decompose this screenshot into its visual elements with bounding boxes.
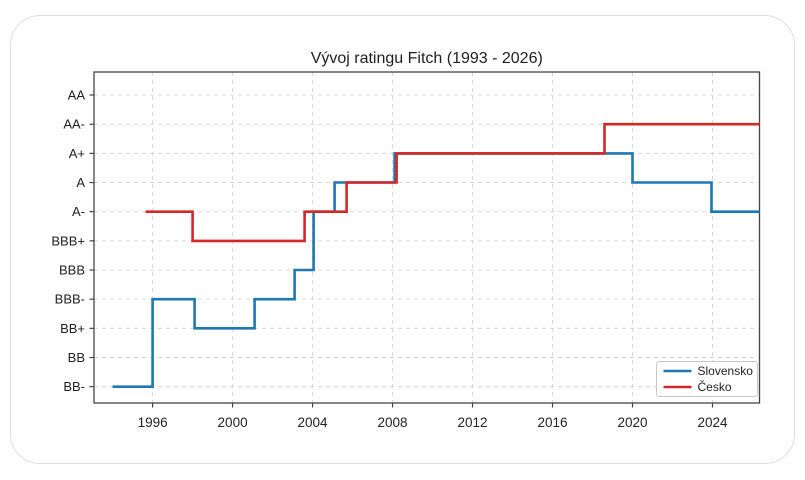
tick-marks <box>89 94 714 408</box>
x-tick-label: 2000 <box>218 415 248 430</box>
y-tick-label: BBB+ <box>51 233 85 248</box>
x-tick-label: 2024 <box>697 415 728 430</box>
x-tick-label: 2008 <box>378 415 408 430</box>
series-line-slovensko <box>112 152 760 388</box>
plot-frame <box>93 71 761 404</box>
legend-label: Česko <box>698 379 732 394</box>
y-tick-label: A+ <box>69 146 85 161</box>
legend-label: Slovensko <box>698 364 754 378</box>
series-line-česko <box>145 122 760 243</box>
y-tick-label: A- <box>72 204 85 219</box>
x-tick-label: 2020 <box>617 415 647 430</box>
y-tick-label: BB <box>68 350 85 365</box>
tick-labels: 1996 2000 2004 2008 2012 2016 2020 2024 BB- BB BB+… <box>51 88 728 430</box>
gridlines <box>94 72 760 403</box>
x-tick-label: 1996 <box>138 415 168 430</box>
chart-title: Vývoj ratingu Fitch (1993 - 2026) <box>311 50 543 67</box>
y-tick-label: BBB- <box>55 292 85 307</box>
y-tick-label: BBB <box>59 263 85 278</box>
x-tick-label: 2004 <box>298 415 329 430</box>
y-tick-label: A <box>76 175 85 190</box>
x-tick-label: 2012 <box>458 415 488 430</box>
y-tick-label: AA <box>68 88 86 103</box>
x-tick-label: 2016 <box>538 415 568 430</box>
y-tick-label: AA- <box>63 117 85 132</box>
y-tick-label: BB- <box>63 379 85 394</box>
y-tick-label: BB+ <box>60 321 85 336</box>
